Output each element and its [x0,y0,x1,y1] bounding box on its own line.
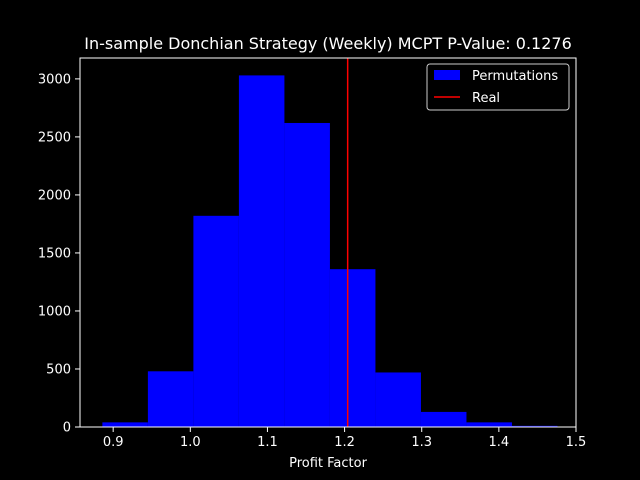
histogram-bar [102,422,148,427]
y-tick-label: 2500 [38,130,71,145]
legend-label-permutations: Permutations [472,69,558,84]
histogram-bar [147,371,194,427]
legend: Permutations Real [426,63,570,111]
x-tick-label: 0.9 [103,435,124,450]
histogram-bars [102,75,558,427]
y-tick-label: 2000 [38,188,71,203]
x-tick-label: 1.2 [334,435,355,450]
y-tick-label: 500 [46,362,71,377]
legend-label-real: Real [472,91,500,106]
histogram-bar [466,422,512,427]
histogram-bar [238,75,285,427]
x-tick-label: 1.5 [566,435,587,450]
histogram-bar [284,122,330,427]
x-tick-label: 1.1 [257,435,278,450]
legend-swatch-permutations [434,70,460,80]
histogram-bar [420,411,467,427]
x-tick-label: 1.4 [489,435,510,450]
y-tick-label: 1500 [38,246,71,261]
x-tick-label: 1.0 [180,435,201,450]
x-tick-label: 1.3 [411,435,432,450]
histogram-bar [375,372,421,427]
y-tick-label: 3000 [38,72,71,87]
histogram-bar [511,425,558,427]
y-axis: 0 500 1000 1500 2000 2500 3000 [38,72,80,436]
x-axis: 0.9 1.0 1.1 1.2 1.3 1.4 1.5 [103,427,587,450]
histogram-bar [329,269,376,427]
histogram-bar [193,215,239,427]
legend-box [426,63,570,111]
chart-title: In-sample Donchian Strategy (Weekly) MCP… [84,34,572,53]
x-axis-label: Profit Factor [289,456,367,471]
y-tick-label: 0 [63,421,71,436]
y-tick-label: 1000 [38,304,71,319]
plot-frame [79,57,577,428]
